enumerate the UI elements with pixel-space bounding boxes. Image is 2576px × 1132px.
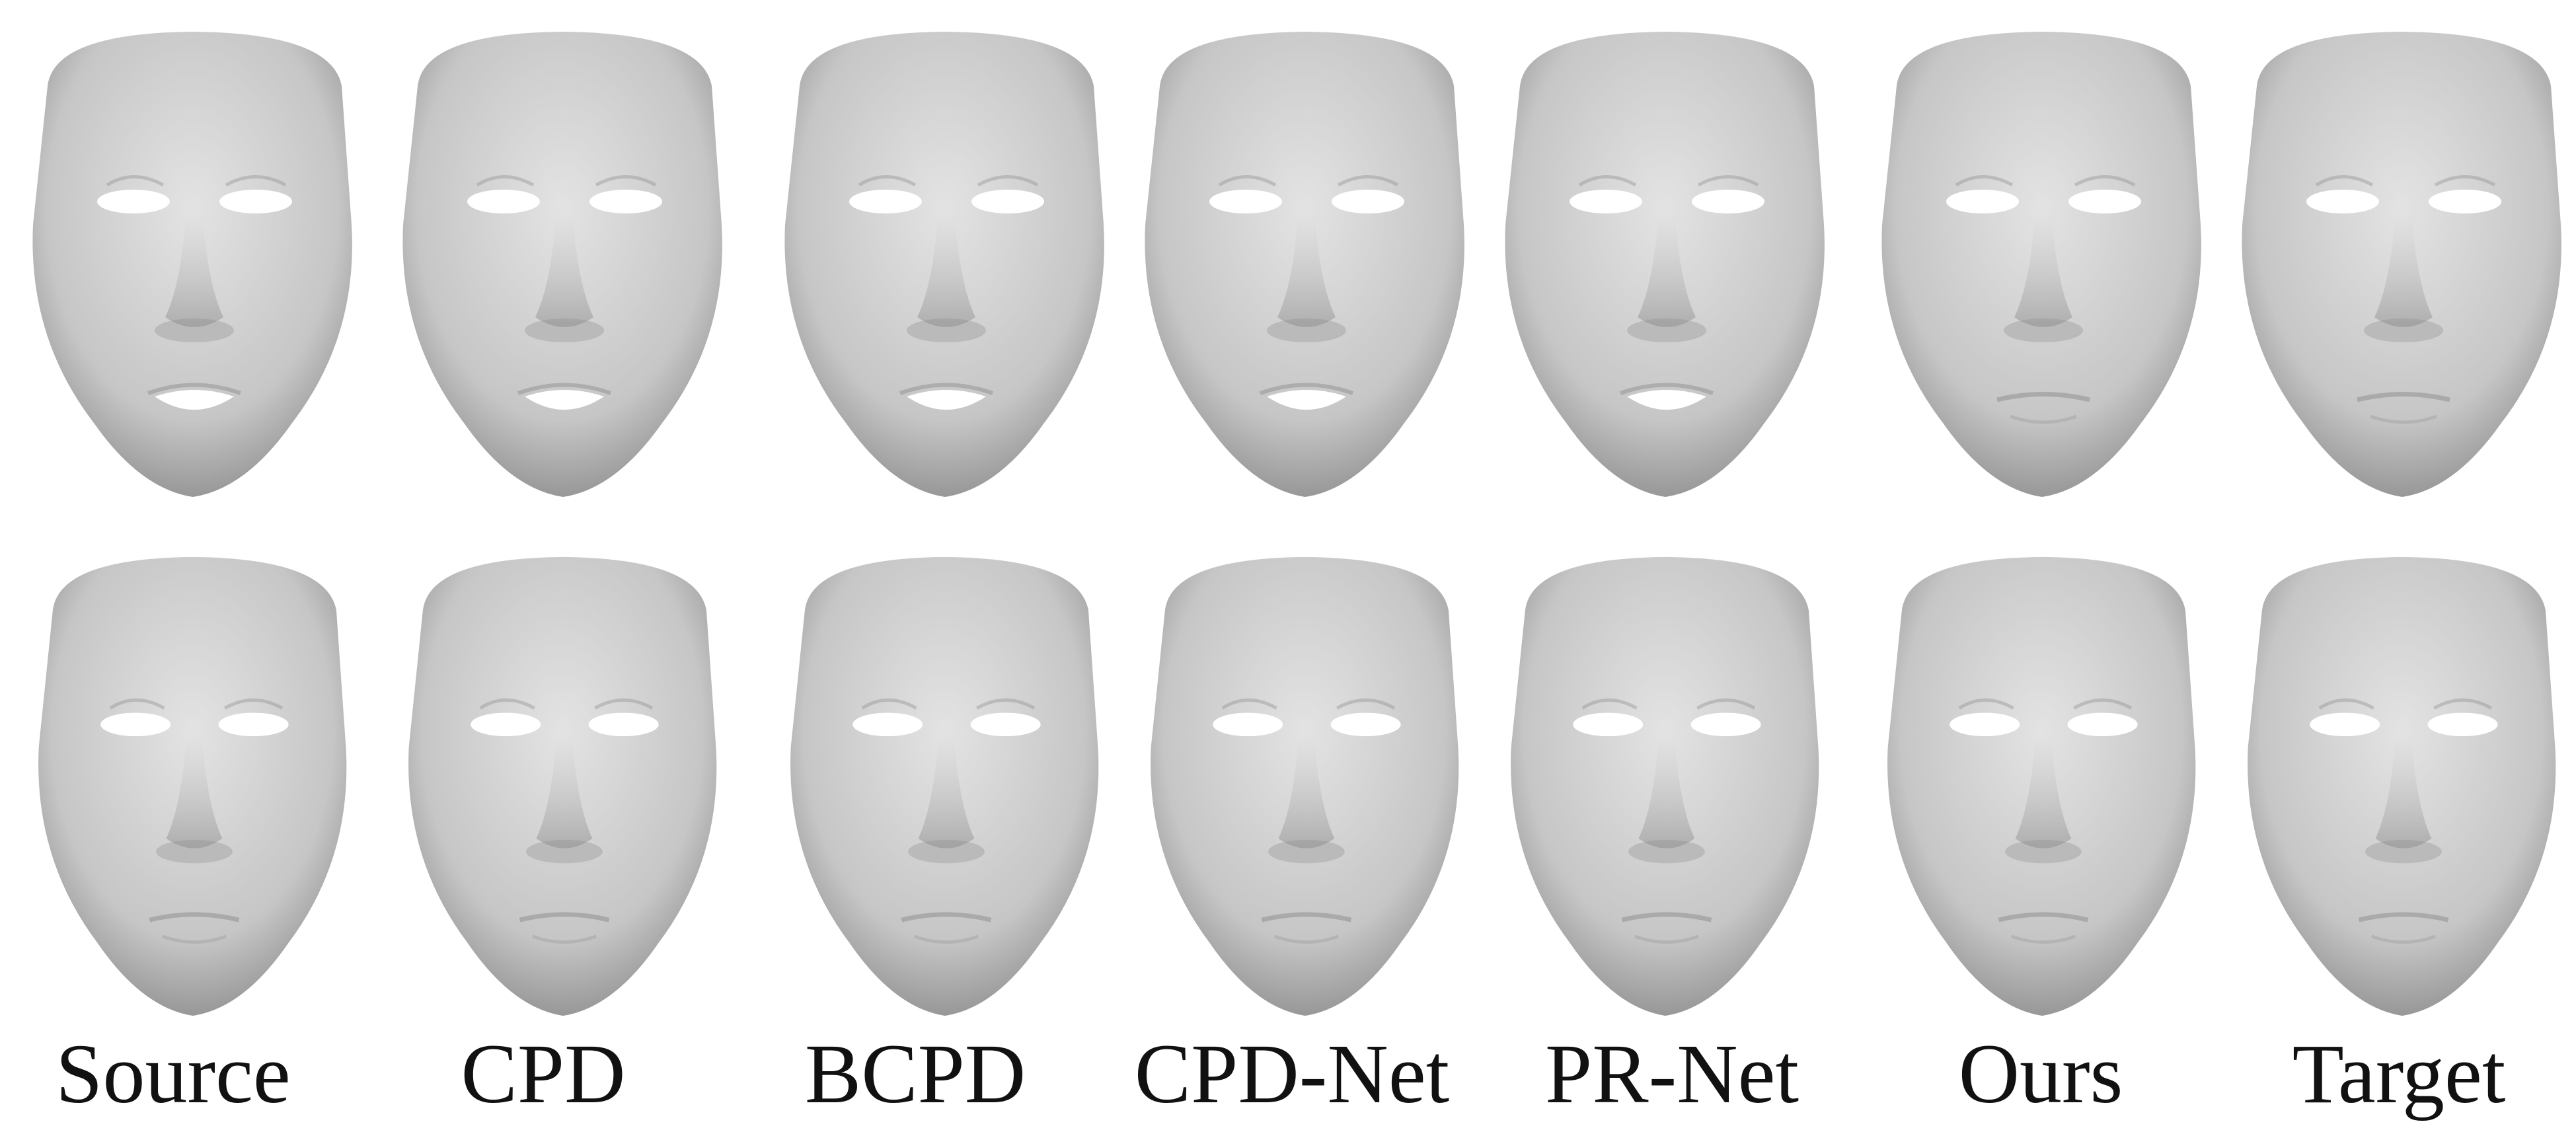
- face-mesh-bottom-target: [2224, 552, 2576, 1021]
- label-target: Target: [2292, 1027, 2506, 1121]
- face-mesh-top-bcpd: [760, 26, 1130, 502]
- face-mesh-bottom-ours: [1864, 552, 2220, 1021]
- face-mesh-top-source: [8, 26, 378, 502]
- face-mesh-bottom-cpd: [385, 552, 741, 1021]
- face-mesh-top-pr-net: [1480, 26, 1850, 502]
- face-mesh-bottom-pr-net: [1487, 552, 1844, 1021]
- face-mesh-top-target: [2217, 26, 2576, 502]
- face-mesh-bottom-source: [15, 552, 371, 1021]
- label-bcpd: BCPD: [804, 1027, 1026, 1121]
- face-mesh-top-cpd-net: [1120, 26, 1490, 502]
- label-source: Source: [56, 1027, 291, 1121]
- face-mesh-top-ours: [1857, 26, 2227, 502]
- face-mesh-bottom-bcpd: [767, 552, 1123, 1021]
- label-cpd-net: CPD-Net: [1134, 1027, 1450, 1121]
- face-mesh-top-cpd: [378, 26, 748, 502]
- label-cpd: CPD: [461, 1027, 626, 1121]
- column-labels: Source CPD BCPD CPD-Net PR-Net Ours Targ…: [0, 1018, 2576, 1130]
- face-mesh-bottom-cpd-net: [1127, 552, 1484, 1021]
- label-ours: Ours: [1958, 1027, 2123, 1121]
- label-pr-net: PR-Net: [1545, 1027, 1799, 1121]
